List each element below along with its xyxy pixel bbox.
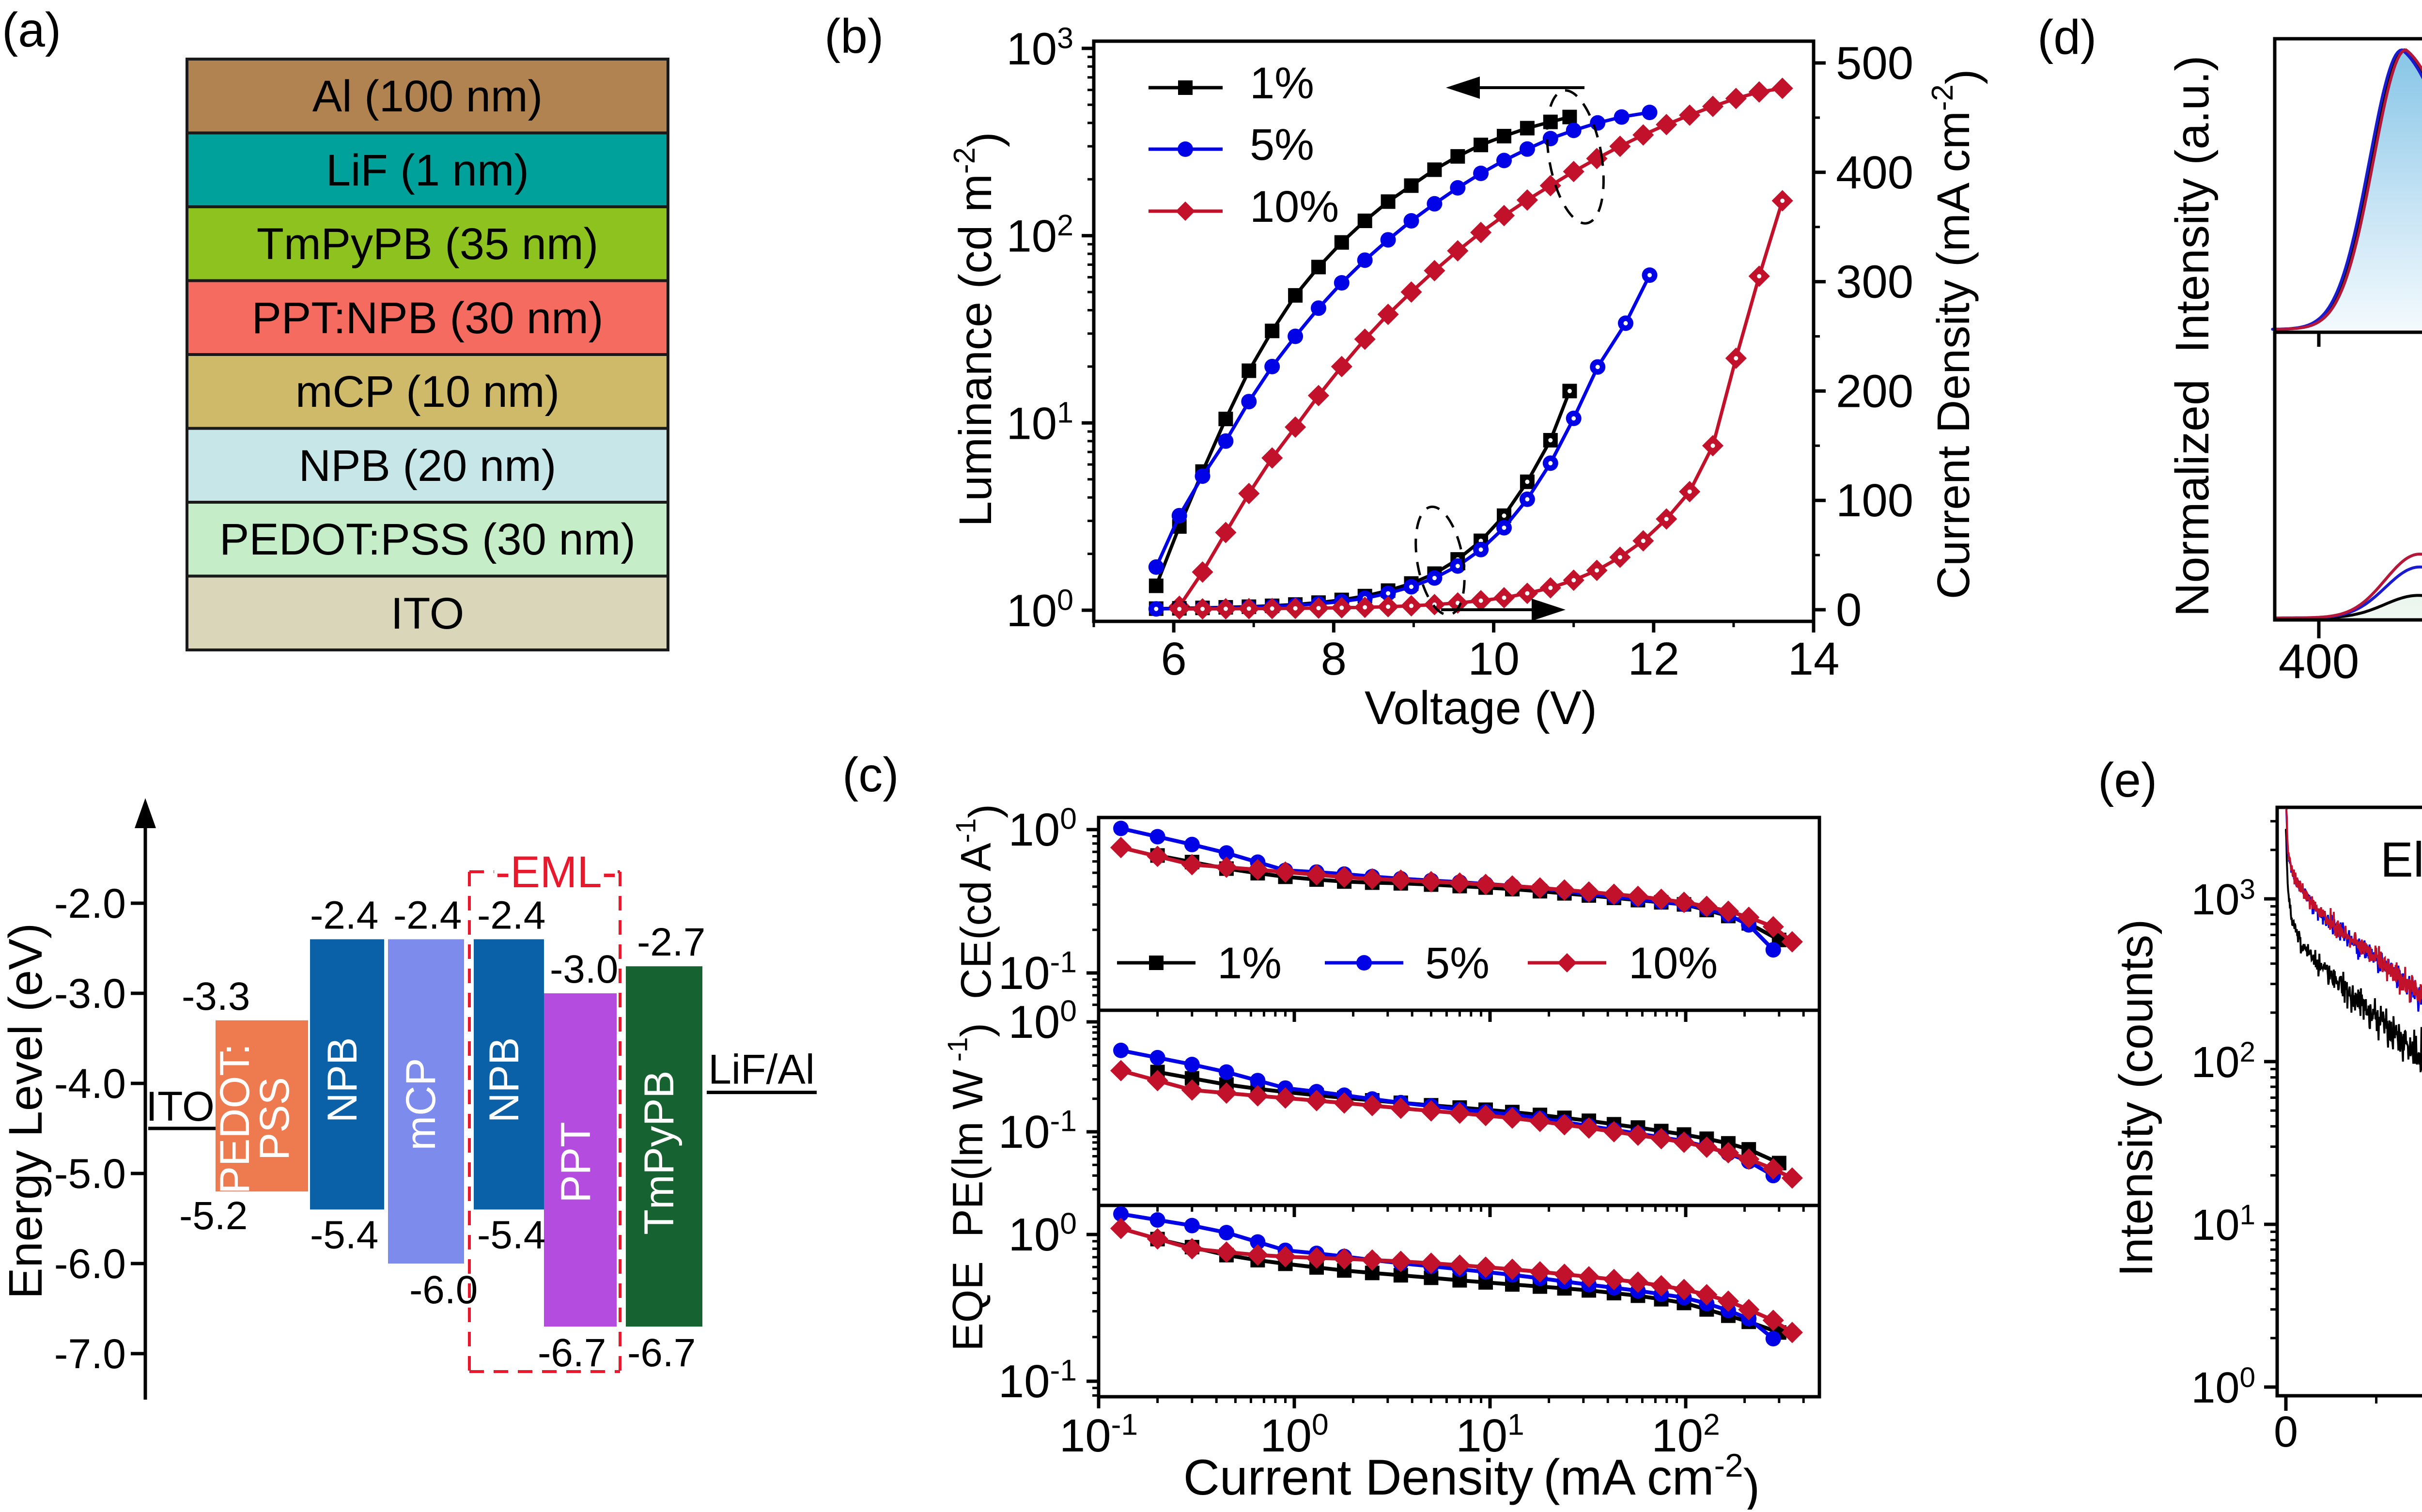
svg-text:Intensity (counts): Intensity (counts) [2110, 919, 2162, 1277]
svg-text:12: 12 [1628, 633, 1679, 685]
svg-text:NPB (20 nm): NPB (20 nm) [299, 441, 557, 491]
svg-text:6: 6 [1161, 633, 1186, 685]
svg-text:-5.4: -5.4 [310, 1213, 378, 1257]
svg-text:PPT:NPB (30 nm): PPT:NPB (30 nm) [252, 293, 604, 343]
svg-text:Current Density (mA cm-2): Current Density (mA cm-2) [1926, 69, 1988, 600]
svg-text:-5.0: -5.0 [54, 1151, 126, 1197]
svg-text:NPB: NPB [481, 1037, 528, 1123]
svg-text:100: 100 [1009, 802, 1077, 856]
svg-text:-5.2: -5.2 [179, 1194, 248, 1238]
svg-text:TmPyPB (35 nm): TmPyPB (35 nm) [257, 219, 598, 269]
svg-text:-5.4: -5.4 [477, 1213, 545, 1257]
svg-text:8: 8 [1321, 633, 1347, 685]
svg-text:-6.7: -6.7 [627, 1331, 696, 1375]
svg-text:5%: 5% [1250, 120, 1314, 170]
svg-text:101: 101 [1006, 396, 1073, 449]
svg-text:100: 100 [1009, 995, 1077, 1048]
svg-text:1%: 1% [1217, 939, 1282, 988]
svg-text:1%: 1% [1250, 59, 1314, 108]
svg-text:500: 500 [1836, 37, 1913, 89]
svg-text:Voltage (V): Voltage (V) [1365, 681, 1597, 734]
svg-text:400: 400 [1836, 147, 1913, 199]
svg-text:300: 300 [1836, 256, 1913, 308]
svg-text:Energy Level (eV): Energy Level (eV) [0, 923, 52, 1299]
svg-text:103: 103 [1006, 21, 1073, 74]
svg-text:-2.0: -2.0 [54, 880, 126, 927]
svg-text:ITO: ITO [146, 1083, 215, 1130]
svg-text:14: 14 [1788, 633, 1840, 685]
svg-text:EQE PE(lm W -1) CE(cd A-1): EQE PE(lm W -1) CE(cd A-1) [943, 804, 1008, 1351]
svg-text:ITO: ITO [391, 589, 465, 638]
svg-text:PSS: PSS [251, 1077, 298, 1160]
svg-text:TmPyPB: TmPyPB [636, 1070, 683, 1234]
svg-text:Luminance (cd m-2): Luminance (cd m-2) [948, 132, 1010, 526]
svg-text:100: 100 [1006, 583, 1073, 636]
svg-text:Al (100 nm): Al (100 nm) [312, 72, 543, 121]
svg-text:-2.7: -2.7 [637, 920, 705, 964]
svg-text:mCP: mCP [398, 1058, 444, 1150]
svg-text:-6.7: -6.7 [538, 1331, 606, 1375]
svg-text:Electro-excitation: Electro-excitation [2380, 832, 2422, 887]
svg-text:-3.0: -3.0 [54, 971, 126, 1017]
svg-text:10-1: 10-1 [998, 1105, 1077, 1158]
svg-text:100: 100 [2191, 1362, 2255, 1412]
svg-text:-4.0: -4.0 [54, 1061, 126, 1107]
svg-text:mCP (10 nm): mCP (10 nm) [295, 367, 559, 417]
svg-text:-3.0: -3.0 [550, 947, 618, 991]
svg-text:100: 100 [1260, 1408, 1328, 1462]
svg-text:101: 101 [2191, 1199, 2255, 1250]
svg-text:NPB: NPB [319, 1037, 366, 1123]
svg-text:10%: 10% [1629, 939, 1718, 988]
svg-text:0: 0 [2274, 1408, 2298, 1456]
svg-text:PEDOT:: PEDOT: [212, 1044, 258, 1194]
svg-text:102: 102 [2191, 1036, 2255, 1087]
svg-text:102: 102 [1006, 209, 1073, 262]
svg-text:-6.0: -6.0 [409, 1268, 478, 1312]
svg-text:10: 10 [1468, 633, 1520, 685]
svg-text:-2.4: -2.4 [393, 893, 462, 937]
svg-text:(b): (b) [824, 9, 884, 63]
svg-text:400: 400 [2279, 634, 2360, 689]
svg-text:PPT: PPT [553, 1122, 599, 1203]
svg-text:-2.4: -2.4 [477, 893, 545, 937]
svg-text:100: 100 [1836, 475, 1913, 526]
svg-text:100: 100 [1009, 1207, 1077, 1261]
svg-text:-2.4: -2.4 [310, 893, 378, 937]
svg-text:Normalized Intensity (a.u.): Normalized Intensity (a.u.) [2166, 55, 2219, 617]
svg-text:0: 0 [1836, 584, 1862, 636]
svg-text:-EML-: -EML- [496, 848, 617, 897]
svg-text:-6.0: -6.0 [54, 1241, 126, 1287]
svg-text:5%: 5% [1425, 939, 1490, 988]
svg-text:Current Density (mA cm-2): Current Density (mA cm-2) [1183, 1448, 1760, 1510]
svg-text:(e): (e) [2098, 753, 2157, 807]
svg-text:(c): (c) [842, 748, 899, 802]
svg-text:(d): (d) [2037, 10, 2096, 64]
svg-text:103: 103 [2191, 874, 2255, 924]
svg-text:LiF (1 nm): LiF (1 nm) [326, 146, 529, 195]
svg-text:10%: 10% [1250, 182, 1339, 231]
svg-text:10-1: 10-1 [998, 946, 1077, 999]
svg-text:-7.0: -7.0 [54, 1331, 126, 1377]
svg-text:-3.3: -3.3 [182, 974, 250, 1018]
svg-text:PEDOT:PSS (30 nm): PEDOT:PSS (30 nm) [219, 515, 636, 564]
svg-text:10-1: 10-1 [1059, 1408, 1138, 1462]
svg-text:(a): (a) [2, 3, 61, 57]
svg-text:200: 200 [1836, 365, 1913, 417]
svg-text:LiF/Al: LiF/Al [708, 1047, 815, 1093]
svg-text:10-1: 10-1 [998, 1354, 1077, 1407]
